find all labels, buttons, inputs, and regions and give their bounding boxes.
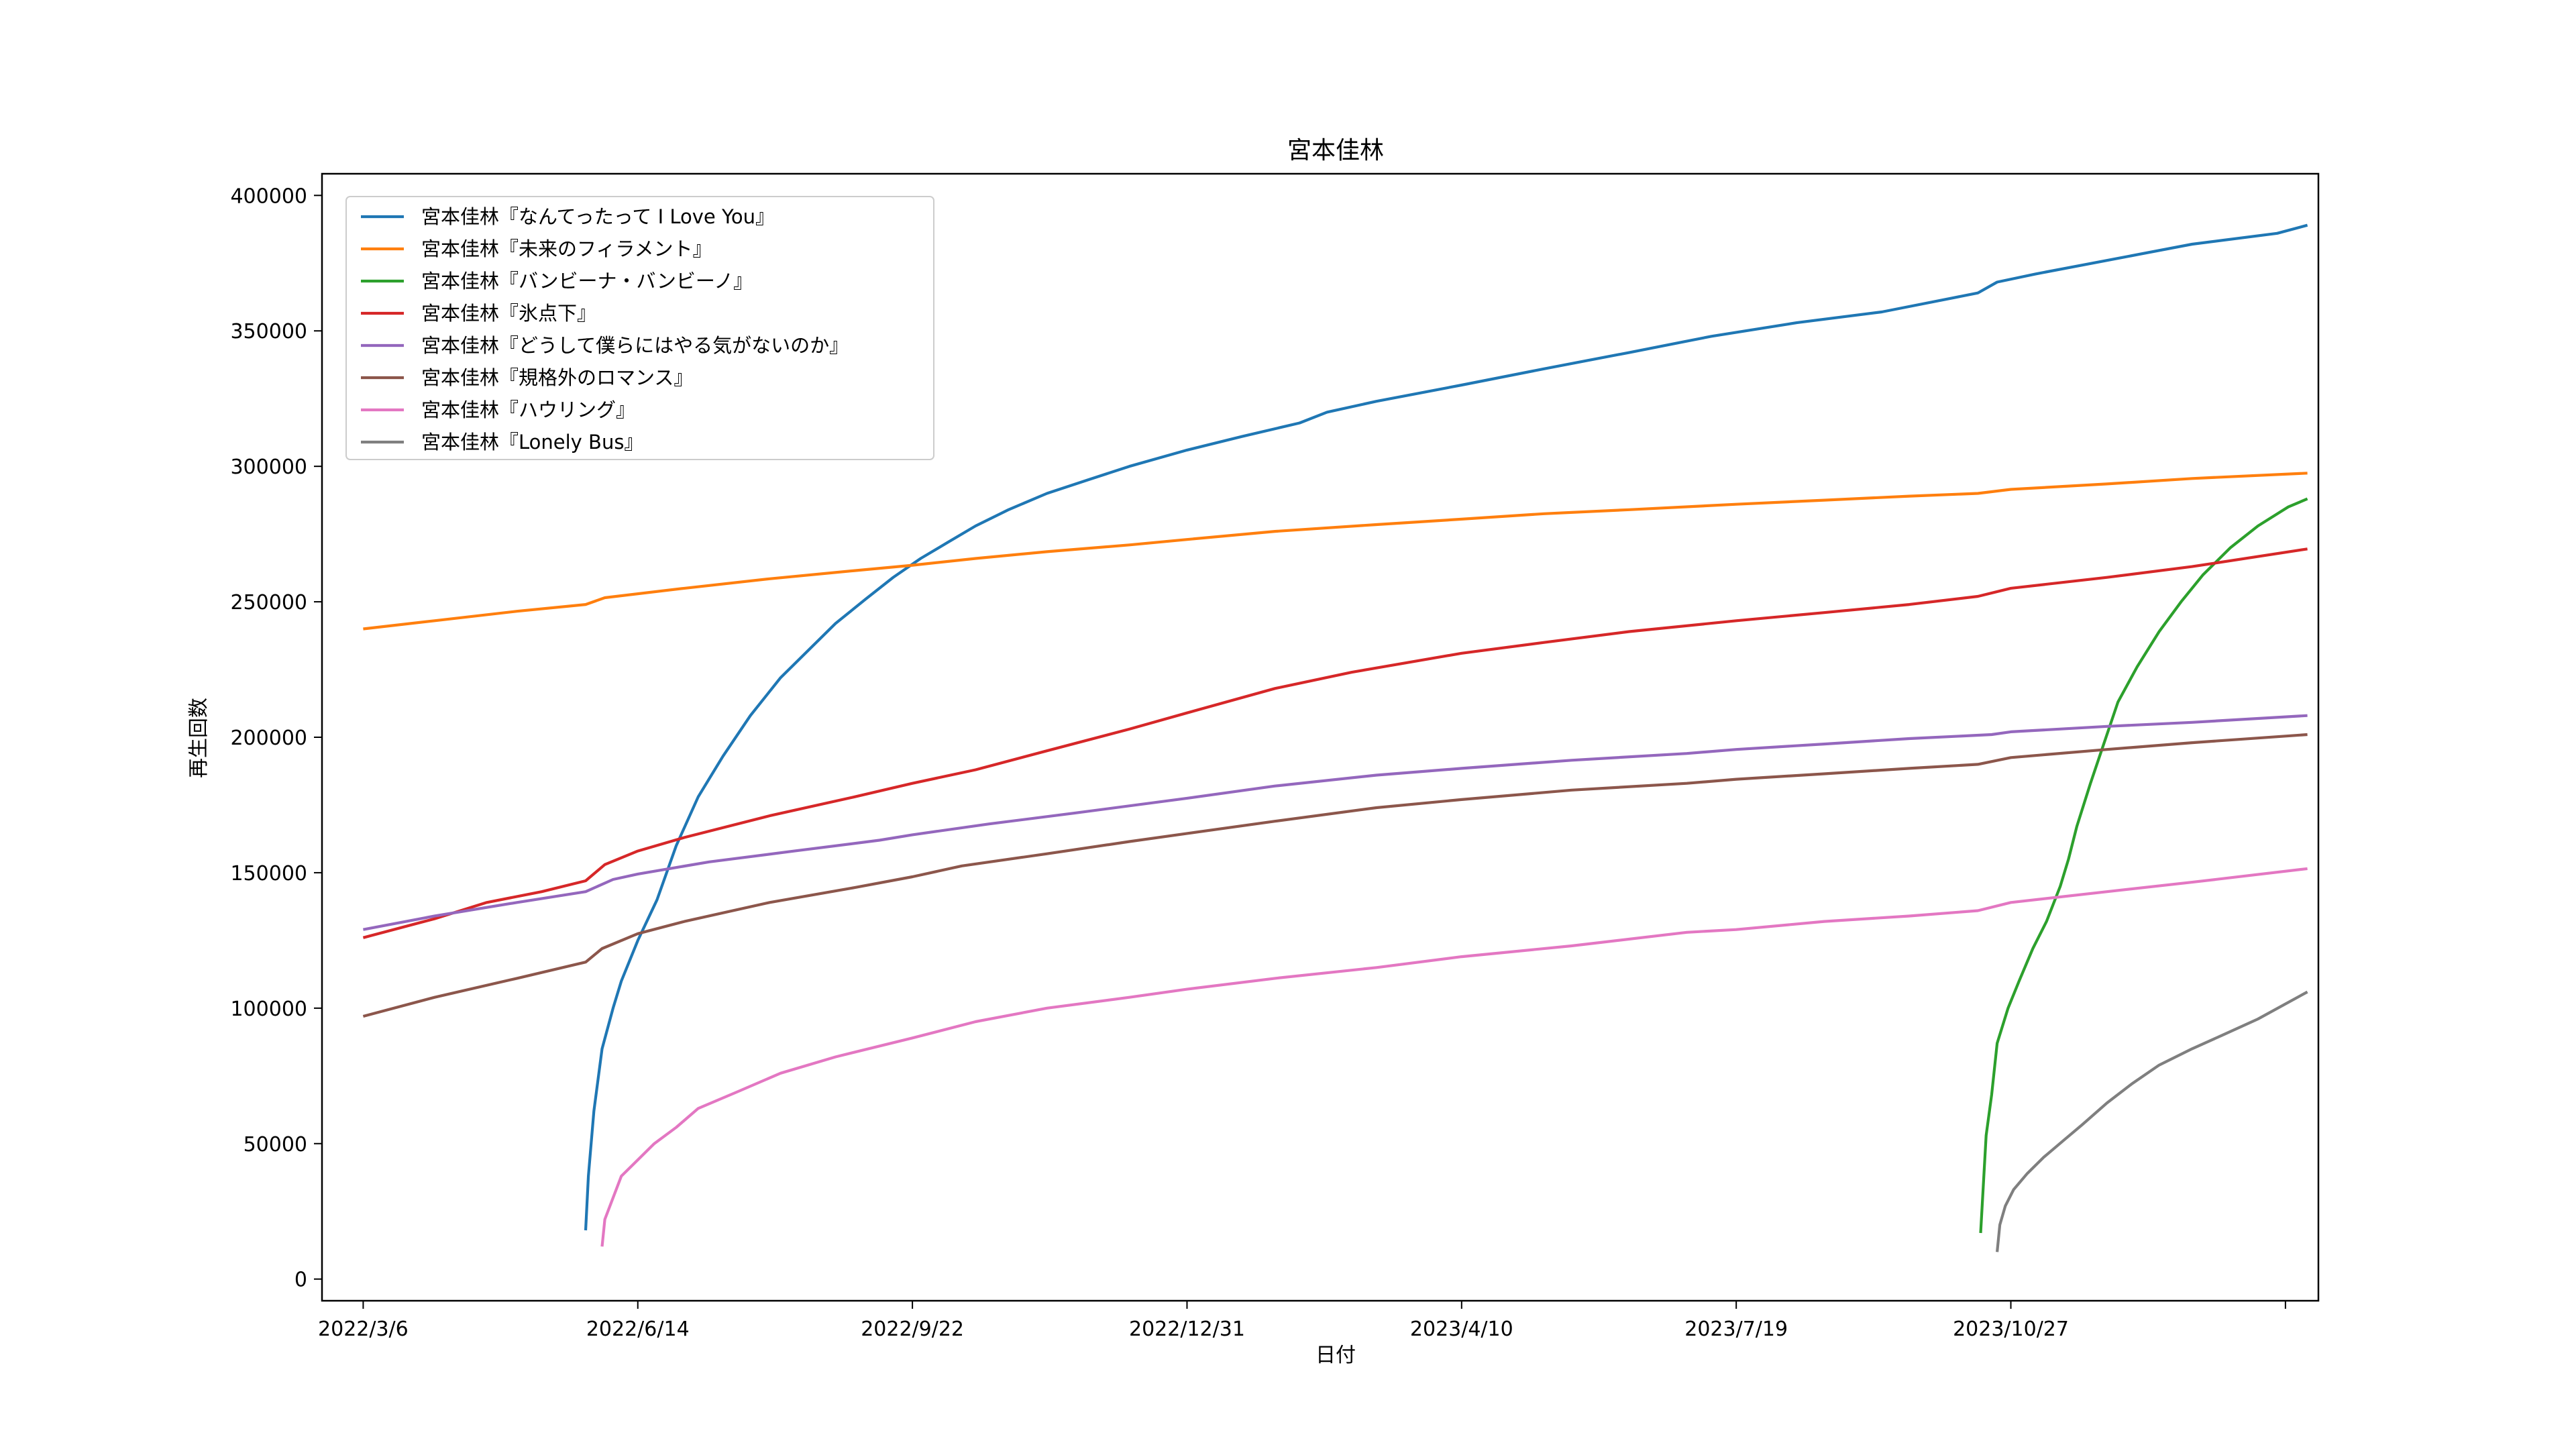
- x-axis-label: 日付: [1316, 1344, 1356, 1367]
- y-tick-label: 250000: [230, 591, 307, 614]
- y-tick-label: 200000: [230, 727, 307, 750]
- series-line-8: [1996, 990, 2308, 1252]
- x-tick-label: 2023/10/27: [1953, 1318, 2069, 1341]
- x-tick-label: 2022/12/31: [1129, 1318, 1245, 1341]
- legend-label-3: 宮本佳林『バンビーナ・バンビーノ』: [421, 270, 753, 292]
- x-tick-label: 2022/9/22: [861, 1318, 964, 1341]
- chart-title: 宮本佳林: [1287, 137, 1384, 164]
- y-tick-label: 50000: [244, 1133, 307, 1157]
- legend-label-1: 宮本佳林『なんてったって I Love You』: [421, 205, 775, 228]
- legend-label-4: 宮本佳林『氷点下』: [421, 302, 596, 325]
- x-tick-label: 2022/6/14: [586, 1318, 690, 1341]
- series-line-3: [1979, 497, 2308, 1234]
- series-line-2: [363, 472, 2308, 631]
- series-line-5: [363, 714, 2308, 931]
- legend-box: [345, 196, 934, 460]
- x-tick-label: 2022/3/6: [318, 1318, 409, 1341]
- legend-label-8: 宮本佳林『Lonely Bus』: [421, 431, 643, 453]
- y-tick-label: 400000: [230, 184, 307, 208]
- legend-label-7: 宮本佳林『ハウリング』: [421, 398, 635, 421]
- legend-label-6: 宮本佳林『規格外のロマンス』: [421, 366, 693, 389]
- series-line-7: [600, 867, 2308, 1247]
- x-tick-label: 2023/7/19: [1684, 1318, 1788, 1341]
- y-tick-label: 100000: [230, 998, 307, 1021]
- y-tick-label: 150000: [230, 862, 307, 885]
- x-tick-label: 2023/4/10: [1410, 1318, 1513, 1341]
- legend-label-2: 宮本佳林『未来のフィラメント』: [421, 237, 712, 260]
- series-lines: [362, 223, 2308, 1252]
- y-axis-ticks: 0 50000 100000 150000 200000 250000 300000 3500…: [230, 184, 322, 1292]
- series-line-6: [362, 733, 2308, 1018]
- series-line-4: [362, 547, 2308, 939]
- y-tick-label: 0: [294, 1269, 307, 1292]
- y-tick-label: 300000: [230, 455, 307, 479]
- legend: 宮本佳林『なんてったって I Love You』宮本佳林『未来のフィラメント』宮…: [345, 196, 934, 460]
- series-line-1: [584, 223, 2308, 1231]
- legend-label-5: 宮本佳林『どうして僕らにはやる気がないのか』: [421, 334, 849, 357]
- y-axis-label: 再生回数: [187, 698, 211, 778]
- x-axis-ticks: 2022/3/6 2022/6/14 2022/9/22 2022/12/31 2023…: [318, 1301, 2286, 1341]
- y-tick-label: 350000: [230, 320, 307, 343]
